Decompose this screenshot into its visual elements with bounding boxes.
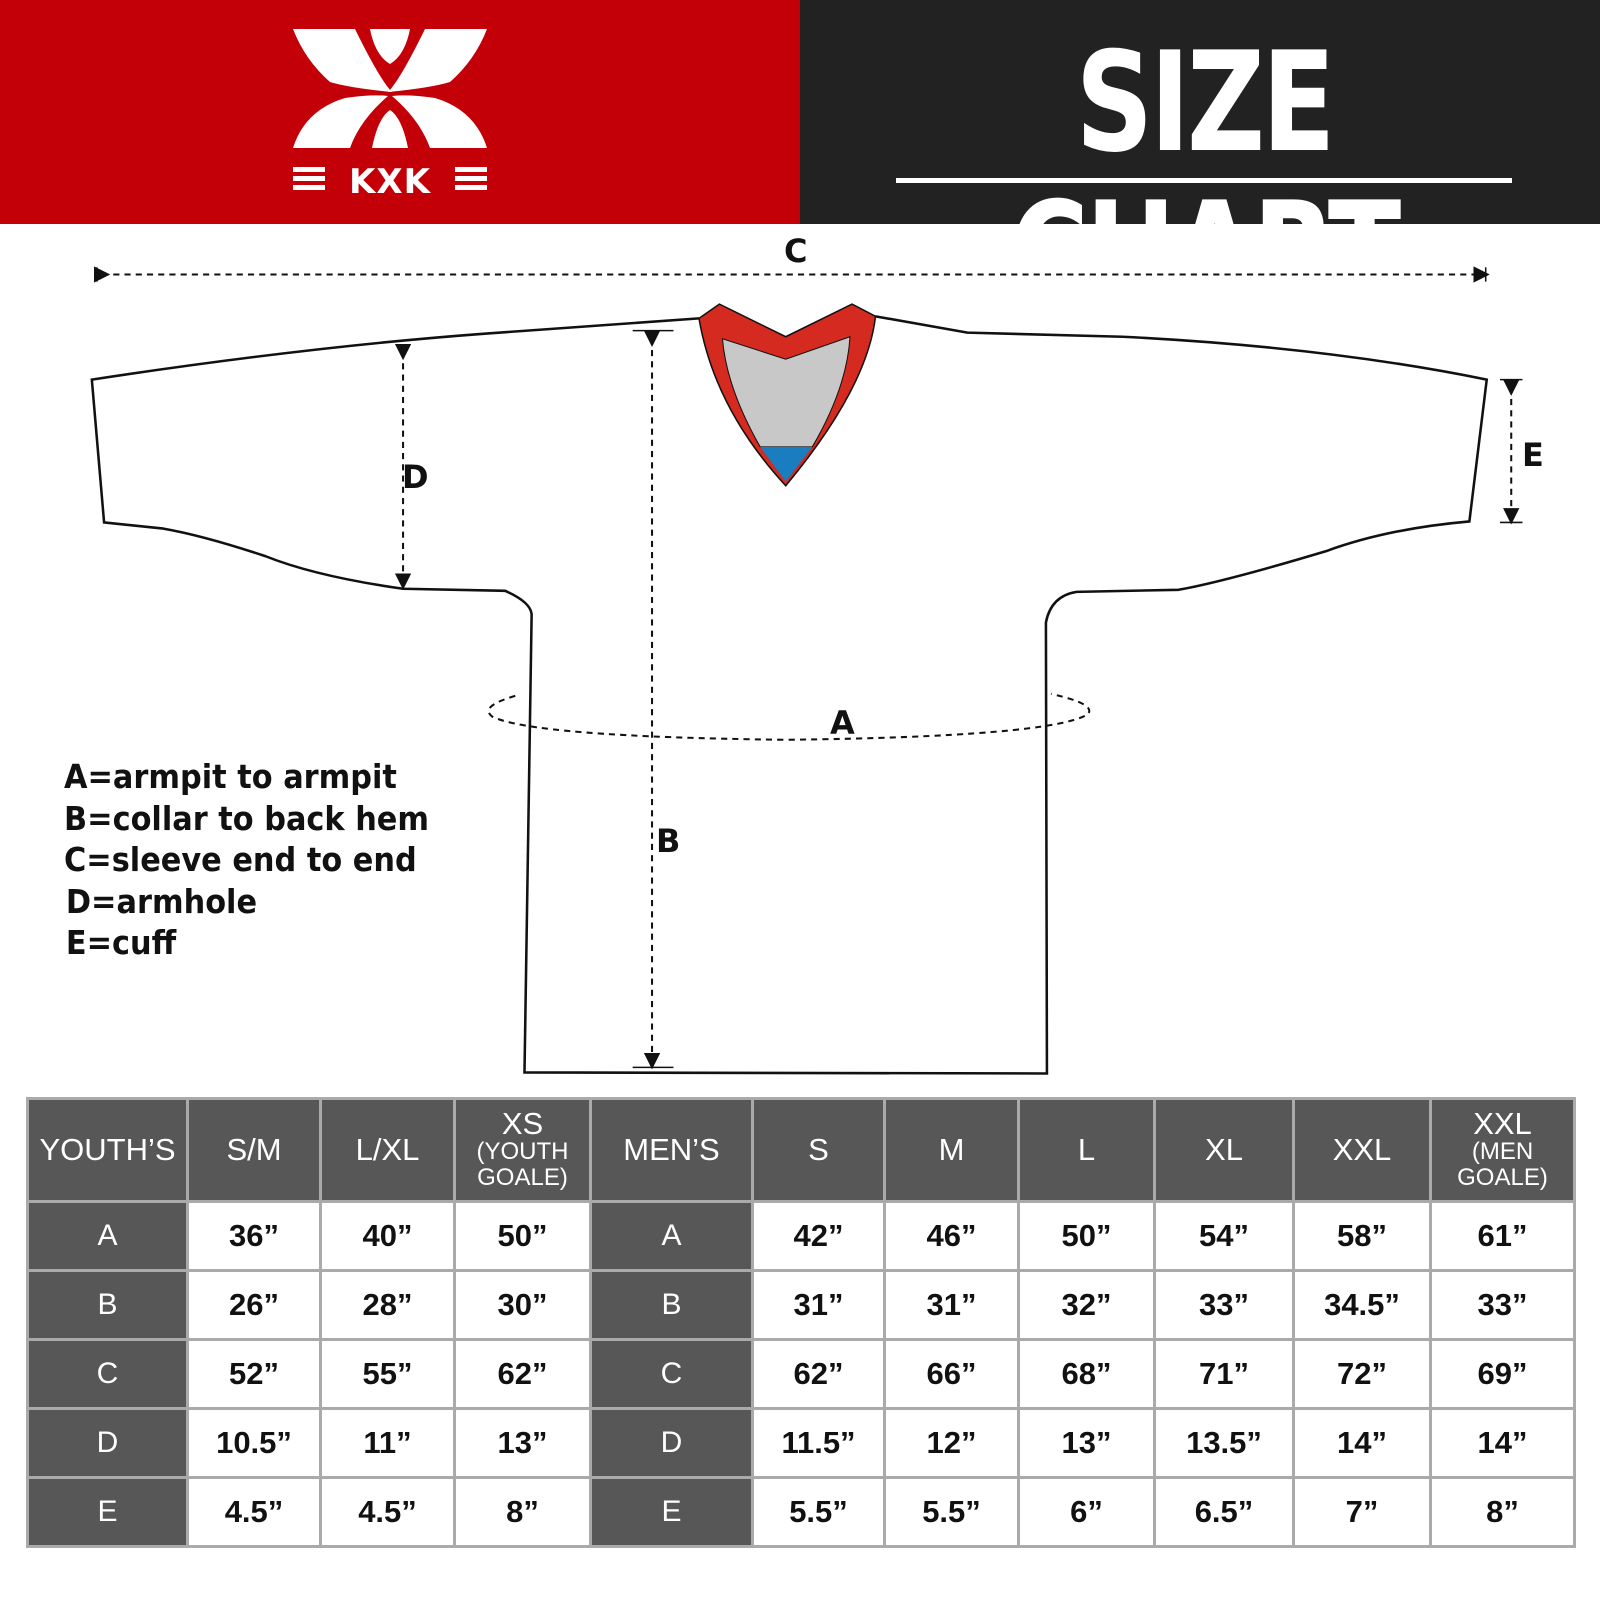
- label-b: B: [656, 822, 681, 860]
- legend-item: B=collar to back hem: [64, 798, 430, 838]
- youth-size-header: XS (YOUTH GOALE): [453, 1097, 592, 1203]
- youth-cell: 52”: [186, 1338, 322, 1410]
- men-cell: 13”: [1017, 1407, 1156, 1479]
- size-label: XS: [501, 1106, 544, 1141]
- men-row-key: D: [589, 1407, 754, 1479]
- measure-a-line: [487, 692, 1091, 741]
- label-d: D: [402, 458, 429, 496]
- men-cell: 33”: [1153, 1269, 1295, 1341]
- table-row: D 10.5” 11” 13” D 11.5” 12” 13” 13.5” 14” 14”: [26, 1407, 1576, 1479]
- men-row-key: A: [589, 1200, 754, 1272]
- men-header: MEN’S: [589, 1097, 754, 1203]
- men-size-header: M: [883, 1097, 1020, 1203]
- label-a: A: [830, 704, 855, 742]
- men-row-key: E: [589, 1476, 754, 1548]
- title-banner: [800, 0, 1600, 224]
- collar-inner: [721, 336, 851, 448]
- men-cell: 69”: [1429, 1338, 1576, 1410]
- table-row: A 36” 40” 50” A 42” 46” 50” 54” 58” 61”: [26, 1200, 1576, 1272]
- youth-cell: 36”: [186, 1200, 322, 1272]
- youth-cell: 62”: [453, 1338, 592, 1410]
- youth-cell: 11”: [319, 1407, 456, 1479]
- men-cell: 6”: [1017, 1476, 1156, 1548]
- men-cell: 34.5”: [1292, 1269, 1432, 1341]
- men-cell: 50”: [1017, 1200, 1156, 1272]
- legend-item: C=sleeve end to end: [64, 840, 417, 879]
- collar-tag: [760, 446, 813, 482]
- men-cell: 31”: [751, 1269, 886, 1341]
- youth-cell: 55”: [319, 1338, 456, 1410]
- page-title: SIZE CHART: [1009, 22, 1401, 333]
- men-cell: 33”: [1429, 1269, 1576, 1341]
- men-cell: 62”: [751, 1338, 886, 1410]
- men-cell: 5.5”: [751, 1476, 886, 1548]
- legend-item: D=armhole: [65, 881, 258, 921]
- table-header-row: YOUTH’S S/M L/XL XS (YOUTH GOALE) MEN’S S M L XL X…: [26, 1097, 1576, 1203]
- men-cell: 71”: [1153, 1338, 1295, 1410]
- men-size-header: S: [751, 1097, 886, 1203]
- size-sublabel: (YOUTH GOALE): [476, 1138, 569, 1191]
- men-cell: 14”: [1429, 1407, 1576, 1479]
- men-cell: 72”: [1292, 1338, 1432, 1410]
- men-cell: 11.5”: [751, 1407, 886, 1479]
- youth-header: YOUTH’S: [26, 1097, 189, 1203]
- men-row-key: C: [589, 1338, 754, 1410]
- legend-item: A=armpit to armpit: [64, 757, 397, 796]
- men-cell: 8”: [1429, 1476, 1576, 1548]
- label-c: C: [784, 232, 808, 270]
- youth-cell: 28”: [319, 1269, 456, 1341]
- youth-size-header: S/M: [186, 1097, 322, 1203]
- men-cell: 68”: [1017, 1338, 1156, 1410]
- men-cell: 7”: [1292, 1476, 1432, 1548]
- youth-cell: 10.5”: [186, 1407, 322, 1479]
- youth-cell: 26”: [186, 1269, 322, 1341]
- men-size-header: XXL: [1292, 1097, 1432, 1203]
- table-row: B 26” 28” 30” B 31” 31” 32” 33” 34.5” 33”: [26, 1269, 1576, 1341]
- title-underline: [896, 178, 1512, 183]
- men-cell: 13.5”: [1153, 1407, 1295, 1479]
- size-sublabel: (MEN GOALE): [1457, 1138, 1548, 1191]
- youth-cell: 30”: [453, 1269, 592, 1341]
- youth-cell: 4.5”: [186, 1476, 322, 1548]
- youth-cell: 8”: [453, 1476, 592, 1548]
- youth-cell: 40”: [319, 1200, 456, 1272]
- youth-size-header: L/XL: [319, 1097, 456, 1203]
- men-cell: 5.5”: [883, 1476, 1020, 1548]
- jersey-outline: [90, 315, 1489, 1075]
- men-cell: 14”: [1292, 1407, 1432, 1479]
- table-row: E 4.5” 4.5” 8” E 5.5” 5.5” 6” 6.5” 7” 8”: [26, 1476, 1576, 1548]
- men-cell: 31”: [883, 1269, 1020, 1341]
- svg-text:KXK: KXK: [349, 162, 432, 202]
- youth-row-key: B: [26, 1269, 189, 1341]
- label-e: E: [1522, 436, 1544, 474]
- men-size-header: XXL (MEN GOALE): [1429, 1097, 1576, 1203]
- youth-cell: 13”: [453, 1407, 592, 1479]
- brand-banner: KXK: [0, 0, 800, 224]
- men-cell: 32”: [1017, 1269, 1156, 1341]
- youth-row-key: C: [26, 1338, 189, 1410]
- size-label: XXL: [1473, 1106, 1532, 1141]
- men-cell: 61”: [1429, 1200, 1576, 1272]
- legend-item: E=cuff: [65, 923, 177, 962]
- men-size-header: XL: [1153, 1097, 1295, 1203]
- men-cell: 66”: [883, 1338, 1020, 1410]
- kxk-logo: KXK: [293, 29, 487, 202]
- table-row: C 52” 55” 62” C 62” 66” 68” 71” 72” 69”: [26, 1338, 1576, 1410]
- youth-row-key: A: [26, 1200, 189, 1272]
- youth-row-key: D: [26, 1407, 189, 1479]
- men-cell: 46”: [883, 1200, 1020, 1272]
- youth-cell: 50”: [453, 1200, 592, 1272]
- men-cell: 54”: [1153, 1200, 1295, 1272]
- men-cell: 6.5”: [1153, 1476, 1295, 1548]
- men-cell: 58”: [1292, 1200, 1432, 1272]
- measurement-legend: A=armpit to armpit B=collar to back hem …: [64, 756, 429, 964]
- youth-cell: 4.5”: [319, 1476, 456, 1548]
- men-row-key: B: [589, 1269, 754, 1341]
- size-table: YOUTH’S S/M L/XL XS (YOUTH GOALE) MEN’S S M L XL X…: [26, 1097, 1576, 1548]
- men-size-header: L: [1017, 1097, 1156, 1203]
- youth-row-key: E: [26, 1476, 189, 1548]
- men-cell: 42”: [751, 1200, 886, 1272]
- men-cell: 12”: [883, 1407, 1020, 1479]
